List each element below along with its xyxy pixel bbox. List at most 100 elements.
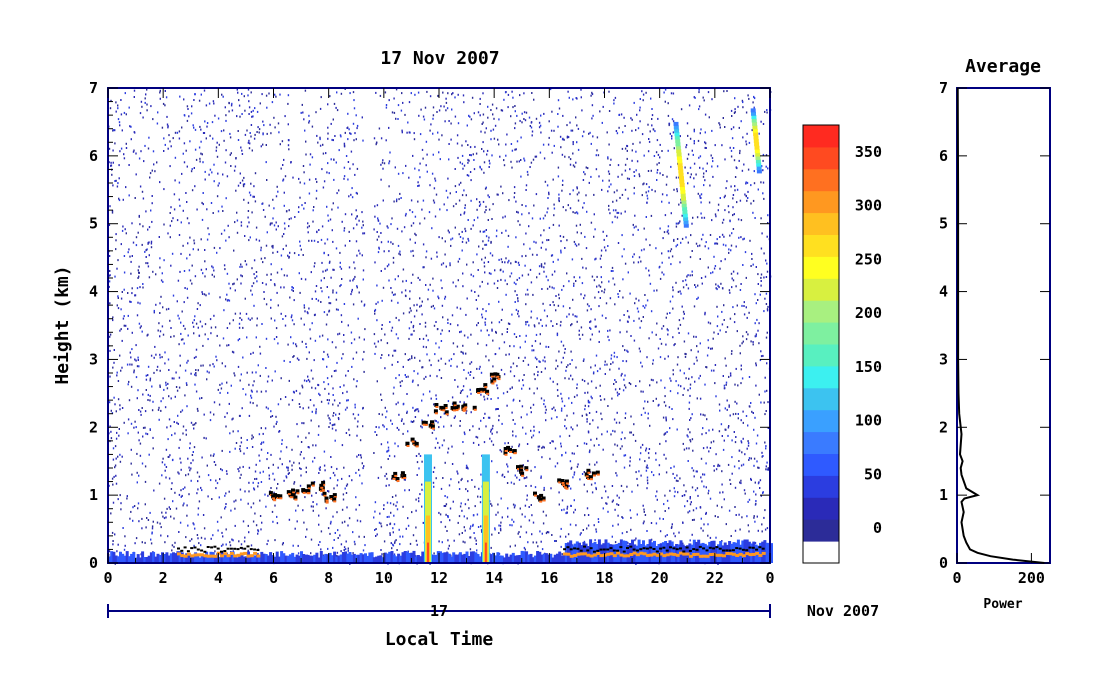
- heatmap-cell: [159, 97, 161, 100]
- heatmap-cell: [334, 439, 336, 442]
- heatmap-cell: [315, 285, 318, 287]
- heatmap-cell: [380, 466, 382, 469]
- heatmap-cell: [509, 524, 511, 527]
- heatmap-cell: [195, 355, 197, 358]
- heatmap-cell: [413, 315, 416, 318]
- heatmap-cell: [184, 394, 186, 397]
- heatmap-cell: [237, 339, 239, 342]
- heatmap-cell: [556, 323, 558, 325]
- heatmap-cell: [568, 313, 570, 316]
- heatmap-cell: [722, 375, 724, 377]
- heatmap-cell: [110, 161, 112, 164]
- heatmap-cell: [342, 392, 344, 395]
- heatmap-cell: [521, 112, 523, 115]
- heatmap-cell: [341, 521, 344, 524]
- heatmap-cell: [552, 440, 554, 443]
- heatmap-cell: [422, 243, 425, 246]
- heatmap-cell: [619, 331, 621, 334]
- heatmap-cell: [713, 469, 715, 472]
- heatmap-cell: [689, 387, 691, 390]
- heatmap-cell: [291, 286, 293, 288]
- heatmap-cell: [497, 279, 499, 282]
- heatmap-cell: [699, 506, 702, 509]
- heatmap-cell: [319, 144, 322, 147]
- heatmap-cell: [473, 112, 475, 115]
- heatmap-cell: [739, 149, 741, 152]
- heatmap-cell: [308, 121, 310, 124]
- heatmap-cell: [717, 332, 719, 335]
- heatmap-cell: [305, 342, 307, 345]
- heatmap-cell: [355, 385, 358, 388]
- heatmap-cell: [514, 260, 517, 263]
- heatmap-cell: [346, 506, 348, 509]
- heatmap-cell: [647, 123, 649, 126]
- heatmap-cell: [402, 312, 405, 315]
- heatmap-cell: [264, 493, 266, 496]
- heatmap-cell: [253, 273, 255, 276]
- heatmap-cell: [251, 293, 253, 296]
- heatmap-cell: [386, 501, 389, 504]
- heatmap-cell: [463, 369, 465, 371]
- heatmap-cell: [610, 270, 613, 272]
- heatmap-cell: [352, 91, 355, 94]
- heatmap-cell: [195, 422, 197, 425]
- heatmap-cell: [417, 384, 419, 387]
- heatmap-cell: [341, 508, 344, 511]
- heatmap-cell: [121, 366, 123, 369]
- heatmap-cell: [556, 389, 559, 392]
- heatmap-cell: [482, 308, 484, 311]
- heatmap-cell: [487, 282, 489, 285]
- heatmap-cell: [635, 150, 637, 153]
- heatmap-cell: [260, 145, 262, 148]
- heatmap-cell: [189, 447, 191, 450]
- heatmap-cell: [123, 315, 125, 318]
- heatmap-cell: [345, 432, 348, 434]
- heatmap-cell: [309, 399, 312, 401]
- heatmap-cell: [492, 443, 495, 446]
- heatmap-cell: [304, 129, 306, 132]
- heatmap-cell: [447, 196, 449, 199]
- heatmap-cell: [307, 375, 309, 378]
- heatmap-cell: [745, 143, 748, 146]
- heatmap-cell: [154, 170, 156, 173]
- heatmap-cell: [288, 218, 290, 221]
- heatmap-cell: [117, 182, 119, 185]
- heatmap-cell: [499, 449, 501, 452]
- heatmap-cell: [621, 173, 623, 176]
- heatmap-cell: [432, 199, 435, 202]
- heatmap-cell: [720, 260, 722, 263]
- heatmap-cell: [172, 217, 174, 220]
- heatmap-cell: [340, 92, 343, 95]
- heatmap-cell: [636, 307, 639, 310]
- heatmap-cell: [755, 500, 757, 502]
- heatmap-cell: [700, 277, 703, 279]
- heatmap-cell: [667, 149, 669, 152]
- heatmap-cell: [728, 289, 731, 292]
- heatmap-cell: [474, 537, 476, 540]
- heatmap-cell: [579, 276, 581, 279]
- heatmap-cell: [763, 310, 765, 313]
- heatmap-cell: [764, 297, 766, 300]
- heatmap-cell: [425, 164, 427, 167]
- heatmap-cell: [745, 276, 747, 279]
- heatmap-cell: [742, 463, 745, 466]
- heatmap-cell: [508, 259, 510, 262]
- heatmap-cell: [546, 531, 549, 533]
- heatmap-cell: [168, 418, 171, 421]
- heatmap-cell: [462, 441, 464, 443]
- heatmap-cell: [743, 313, 746, 316]
- heatmap-cell: [363, 303, 366, 306]
- heatmap-cell: [480, 473, 482, 476]
- heatmap-cell: [250, 506, 252, 509]
- heatmap-cell: [540, 318, 542, 321]
- heatmap-cell: [392, 544, 395, 547]
- heatmap-cell: [609, 368, 611, 371]
- heatmap-cell: [709, 234, 712, 236]
- heatmap-cell: [144, 144, 146, 147]
- heatmap-cell: [699, 132, 701, 135]
- heatmap-cell: [119, 150, 121, 153]
- heatmap-cell: [344, 548, 347, 551]
- heatmap-cell: [679, 261, 681, 264]
- heatmap-cell: [260, 390, 263, 393]
- heatmap-cell: [213, 365, 215, 368]
